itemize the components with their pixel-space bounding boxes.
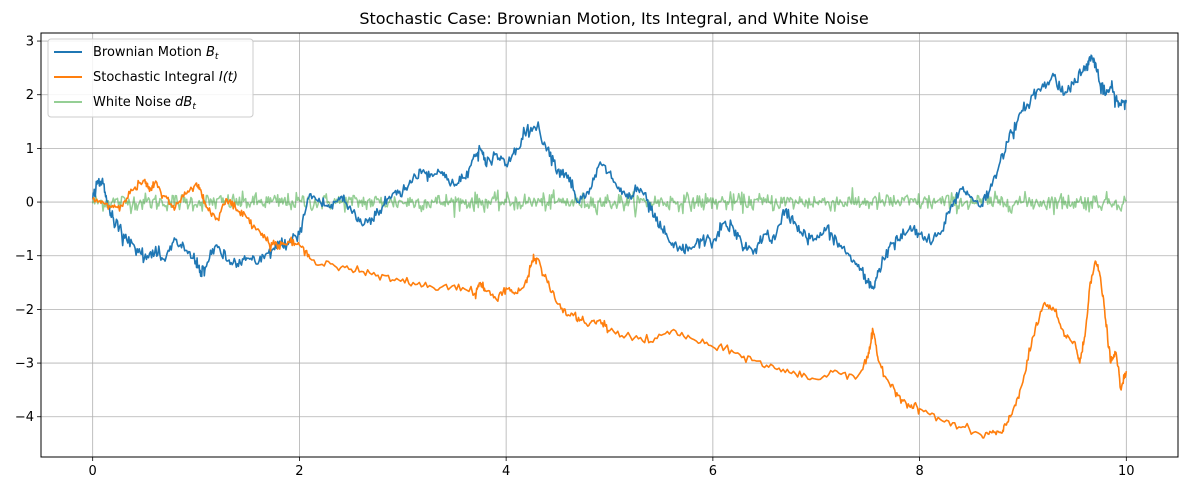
legend: Brownian Motion Bt Stochastic Integral I… xyxy=(47,38,254,118)
legend-symbol-integral: I(t) xyxy=(219,70,238,85)
legend-label-brownian: Brownian Motion Bt xyxy=(93,45,219,62)
plot-area-frame xyxy=(40,32,1179,458)
y-axis-ticks: −4 −3 −2 −1 0 1 2 3 xyxy=(15,35,41,425)
legend-subscript-brownian: t xyxy=(215,52,219,62)
y-tick-label: −4 xyxy=(15,410,34,425)
legend-name-brownian: Brownian Motion xyxy=(93,45,202,60)
series-line-stochastic-integral xyxy=(91,178,1128,439)
x-tick-label: 0 xyxy=(89,464,97,479)
y-tick-label: −2 xyxy=(15,303,34,318)
series-line-brownian-motion xyxy=(91,54,1128,290)
series-lines xyxy=(91,54,1128,439)
y-tick-label: −1 xyxy=(15,249,34,264)
legend-symbol-noise: dB xyxy=(175,95,192,110)
x-tick-label: 4 xyxy=(502,464,510,479)
x-tick-label: 6 xyxy=(709,464,717,479)
x-axis-ticks: 0 2 4 6 8 10 xyxy=(89,457,1135,479)
y-tick-label: 1 xyxy=(26,142,34,157)
y-tick-label: −3 xyxy=(15,357,34,372)
y-tick-label: 2 xyxy=(26,88,34,103)
legend-label-integral: Stochastic Integral I(t) xyxy=(93,70,238,85)
y-tick-label: 0 xyxy=(26,196,34,211)
chart-title: Stochastic Case: Brownian Motion, Its In… xyxy=(359,9,868,28)
legend-subscript-noise: t xyxy=(192,102,196,112)
x-tick-label: 8 xyxy=(915,464,923,479)
legend-name-integral: Stochastic Integral xyxy=(93,70,215,85)
x-tick-label: 10 xyxy=(1118,464,1135,479)
legend-box xyxy=(47,38,254,118)
legend-label-noise: White Noise dBt xyxy=(93,95,196,112)
x-tick-label: 2 xyxy=(295,464,303,479)
y-tick-label: 3 xyxy=(26,35,34,50)
legend-name-noise: White Noise xyxy=(93,95,171,110)
legend-symbol-brownian: B xyxy=(206,45,215,60)
